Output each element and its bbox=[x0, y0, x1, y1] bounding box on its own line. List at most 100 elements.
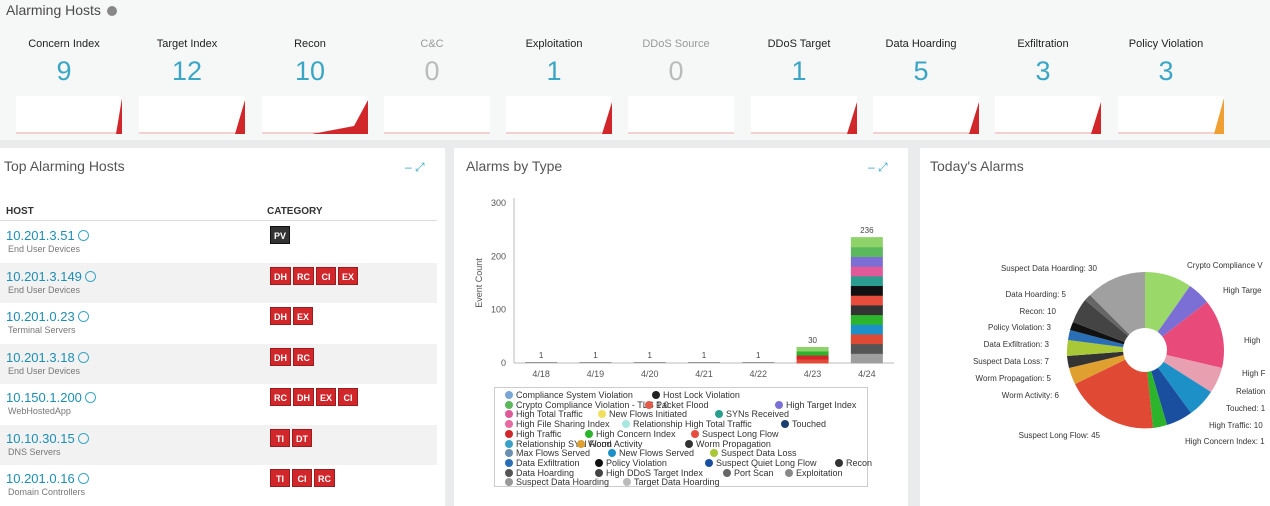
category-tag[interactable]: DH bbox=[270, 307, 291, 325]
host-detail-icon[interactable] bbox=[84, 392, 96, 403]
host-ip-link[interactable]: 10.201.3.51 bbox=[6, 228, 89, 243]
category-tag[interactable]: DH bbox=[293, 388, 314, 406]
legend-item[interactable]: High Total Traffic bbox=[505, 409, 583, 419]
tile-value[interactable]: 3 bbox=[1158, 56, 1174, 86]
table-row[interactable]: 10.201.0.23 Terminal Servers DH EX bbox=[0, 303, 437, 343]
host-ip[interactable]: 10.150.1.200 bbox=[6, 390, 82, 405]
info-icon[interactable] bbox=[106, 6, 117, 17]
host-detail-icon[interactable] bbox=[84, 270, 96, 282]
legend-item[interactable]: Exploitation bbox=[785, 468, 843, 478]
category-tag[interactable]: RC bbox=[314, 469, 335, 487]
legend-item[interactable]: Data Exfiltration bbox=[505, 458, 580, 468]
category-tag[interactable]: DH bbox=[270, 347, 291, 366]
table-row[interactable]: 10.150.1.200 WebHostedApp RC DH EX CI bbox=[0, 384, 437, 424]
table-row[interactable]: 10.201.3.149 End User Devices DH RC CI EX bbox=[0, 262, 437, 303]
legend-item[interactable]: Touched bbox=[781, 419, 826, 429]
index-tile[interactable]: DDoS Target 1 bbox=[739, 36, 859, 136]
pie-slice[interactable] bbox=[1090, 272, 1145, 350]
category-tag[interactable]: DH bbox=[270, 266, 291, 285]
index-tile[interactable]: Exploitation 1 bbox=[494, 36, 614, 136]
legend-item[interactable]: Relationship SYN Flood bbox=[505, 439, 612, 449]
legend-item[interactable]: Policy Violation bbox=[595, 458, 667, 468]
category-tag[interactable]: RC bbox=[293, 266, 314, 285]
legend-item[interactable]: Suspect Quiet Long Flow bbox=[705, 458, 817, 468]
legend-item[interactable]: New Flows Initiated bbox=[598, 409, 687, 419]
host-detail-icon[interactable] bbox=[77, 432, 89, 444]
legend-item[interactable]: Worm Activity bbox=[577, 439, 642, 449]
minimize-expand-icon[interactable]: – ⤢ bbox=[405, 160, 425, 174]
index-tile[interactable]: Policy Violation 3 bbox=[1106, 36, 1226, 136]
host-ip-link[interactable]: 10.201.0.23 bbox=[6, 309, 89, 324]
category-tag[interactable]: CI bbox=[292, 469, 312, 487]
legend-item[interactable]: High Traffic bbox=[505, 429, 561, 439]
table-row[interactable]: 10.10.30.15 DNS Servers TI DT bbox=[0, 424, 437, 465]
tile-value[interactable]: 0 bbox=[668, 56, 684, 86]
tile-value[interactable]: 10 bbox=[294, 56, 326, 86]
tile-value[interactable]: 1 bbox=[546, 56, 562, 86]
table-row[interactable]: 10.201.0.16 Domain Controllers TI CI RC bbox=[0, 465, 437, 505]
legend-item[interactable]: Relationship High Total Traffic bbox=[622, 419, 752, 429]
host-ip-link[interactable]: 10.201.0.16 bbox=[6, 471, 89, 486]
host-ip[interactable]: 10.201.0.23 bbox=[6, 309, 75, 324]
category-tag[interactable]: RC bbox=[270, 388, 291, 406]
category-tag[interactable]: EX bbox=[316, 388, 337, 406]
legend-item[interactable]: Worm Propagation bbox=[685, 439, 771, 449]
tile-value[interactable]: 3 bbox=[1035, 56, 1051, 86]
host-ip[interactable]: 10.201.0.16 bbox=[6, 471, 75, 486]
tile-value[interactable]: 9 bbox=[56, 56, 72, 86]
legend-item[interactable]: SYNs Received bbox=[715, 409, 789, 419]
category-tag[interactable]: PV bbox=[270, 226, 291, 244]
legend-item[interactable]: Recon bbox=[835, 458, 872, 468]
category-tag[interactable]: TI bbox=[270, 469, 290, 487]
host-ip-link[interactable]: 10.150.1.200 bbox=[6, 390, 96, 405]
category-tag[interactable]: RC bbox=[293, 347, 314, 366]
category-tag[interactable]: EX bbox=[338, 266, 359, 285]
host-detail-icon[interactable] bbox=[77, 311, 89, 322]
legend-item[interactable]: Suspect Data Loss bbox=[710, 448, 797, 458]
host-ip[interactable]: 10.10.30.15 bbox=[6, 430, 75, 446]
host-detail-icon[interactable] bbox=[77, 351, 89, 363]
table-row[interactable]: 10.201.3.51 End User Devices PV bbox=[0, 222, 437, 262]
host-detail-icon[interactable] bbox=[77, 473, 89, 484]
category-tag[interactable]: DT bbox=[292, 428, 312, 447]
host-ip[interactable]: 10.201.3.18 bbox=[6, 349, 75, 365]
host-ip-link[interactable]: 10.201.3.18 bbox=[6, 350, 89, 365]
tile-value[interactable]: 1 bbox=[791, 56, 807, 86]
legend-item[interactable]: High DDoS Target Index bbox=[595, 468, 703, 478]
host-detail-icon[interactable] bbox=[77, 230, 89, 241]
index-tile[interactable]: Exfiltration 3 bbox=[983, 36, 1103, 136]
legend-item[interactable]: Target Data Hoarding bbox=[623, 477, 720, 487]
category-tag[interactable]: TI bbox=[270, 428, 290, 447]
legend-item[interactable]: Port Scan bbox=[723, 468, 774, 478]
index-tile[interactable]: Target Index 12 bbox=[127, 36, 247, 136]
host-ip[interactable]: 10.201.3.51 bbox=[6, 228, 75, 243]
index-tile[interactable]: DDoS Source 0 bbox=[616, 36, 736, 136]
legend-item[interactable]: Data Hoarding bbox=[505, 468, 574, 478]
legend-item[interactable]: High Concern Index bbox=[585, 429, 676, 439]
index-tile[interactable]: Data Hoarding 5 bbox=[861, 36, 981, 136]
pie-slice[interactable] bbox=[1145, 271, 1190, 350]
host-ip[interactable]: 10.201.3.149 bbox=[6, 268, 82, 284]
host-ip-link[interactable]: 10.201.3.149 bbox=[6, 269, 96, 284]
tile-value[interactable]: 12 bbox=[171, 56, 203, 86]
pie-slice[interactable] bbox=[1145, 350, 1211, 413]
legend-item[interactable]: Suspect Data Hoarding bbox=[505, 477, 609, 487]
legend-item[interactable]: Max Flows Served bbox=[505, 448, 590, 458]
legend-item[interactable]: Host Lock Violation bbox=[652, 390, 740, 400]
host-ip-link[interactable]: 10.10.30.15 bbox=[6, 431, 89, 446]
category-tag[interactable]: EX bbox=[293, 307, 314, 325]
legend-item[interactable]: Suspect Long Flow bbox=[691, 429, 779, 439]
legend-item[interactable]: High File Sharing Index bbox=[505, 419, 610, 429]
legend-item[interactable]: High Target Index bbox=[775, 400, 856, 410]
index-tile[interactable]: Concern Index 9 bbox=[4, 36, 124, 136]
tile-value[interactable]: 5 bbox=[913, 56, 929, 86]
pie-slice[interactable] bbox=[1066, 340, 1145, 356]
legend-item[interactable]: Crypto Compliance Violation - TLS 1.0 bbox=[505, 400, 669, 410]
tile-value[interactable]: 0 bbox=[424, 56, 440, 86]
pie-slice[interactable] bbox=[1075, 350, 1153, 429]
legend-item[interactable]: New Flows Served bbox=[608, 448, 694, 458]
legend-item[interactable]: Compliance System Violation bbox=[505, 390, 633, 400]
minimize-expand-icon[interactable]: – ⤢ bbox=[868, 160, 888, 174]
table-row[interactable]: 10.201.3.18 End User Devices DH RC bbox=[0, 343, 437, 384]
category-tag[interactable]: CI bbox=[338, 388, 359, 406]
